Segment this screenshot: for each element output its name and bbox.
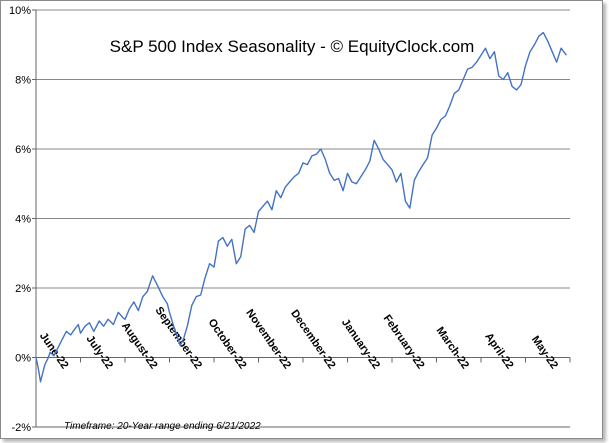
chart-footnote: Timeframe: 20-Year range ending 6/21/202… — [64, 421, 261, 432]
y-tick-label: 2% — [15, 283, 31, 295]
series-line — [35, 31, 567, 383]
y-tick-label: 8% — [15, 75, 31, 87]
y-tick-label: 6% — [15, 144, 31, 156]
y-tick-label: -2% — [11, 422, 31, 434]
y-tick-label: 0% — [15, 353, 31, 365]
y-tick-label: 10% — [9, 5, 31, 17]
chart-title: S&P 500 Index Seasonality - © EquityCloc… — [110, 37, 475, 56]
y-tick-label: 4% — [15, 214, 31, 226]
